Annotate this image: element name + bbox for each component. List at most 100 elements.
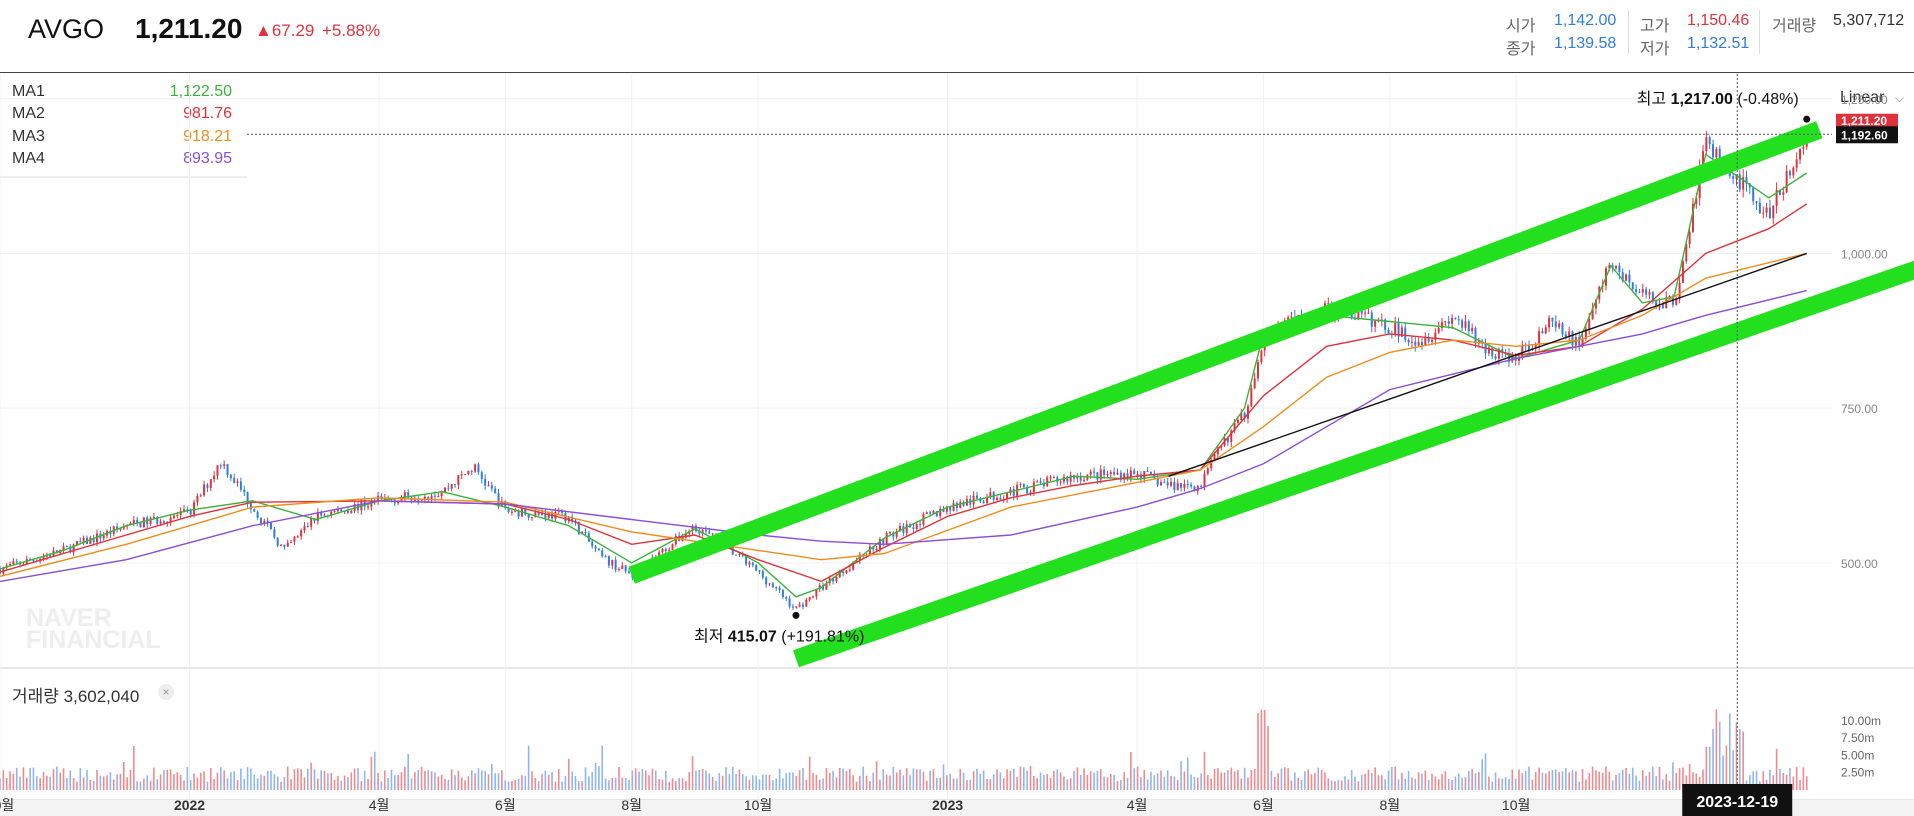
volume-bar bbox=[1173, 776, 1176, 790]
volume-bar bbox=[1805, 776, 1808, 790]
candle-body bbox=[1762, 212, 1765, 214]
candle-body bbox=[1093, 471, 1096, 473]
last-price: 1,211.20 bbox=[135, 13, 243, 44]
volume-bar bbox=[89, 780, 92, 790]
volume-bar bbox=[72, 778, 75, 790]
candle-body bbox=[788, 598, 791, 607]
volume-bar bbox=[179, 775, 182, 790]
candle-body bbox=[477, 464, 480, 473]
candle-body bbox=[1387, 329, 1390, 334]
volume-bar bbox=[808, 756, 811, 790]
candle-body bbox=[65, 546, 68, 548]
moving-average-lines bbox=[0, 153, 1808, 598]
volume-bar bbox=[721, 775, 724, 790]
volume-bar bbox=[889, 775, 891, 790]
ma4-label: MA4 bbox=[12, 150, 45, 167]
volume-bar bbox=[1089, 771, 1092, 790]
candle-body bbox=[1233, 422, 1236, 431]
candle-body bbox=[1036, 481, 1039, 483]
volume-bar bbox=[280, 781, 282, 790]
volume-bar bbox=[1742, 731, 1744, 790]
volume-bar bbox=[705, 770, 707, 790]
volume-bar bbox=[1421, 773, 1423, 790]
volume-bar bbox=[464, 780, 466, 790]
candle-body bbox=[1594, 299, 1597, 309]
volume-bar bbox=[634, 768, 637, 790]
candle-body bbox=[346, 510, 349, 513]
volume-bar bbox=[1662, 779, 1664, 790]
volume-bar bbox=[52, 769, 55, 790]
volume-tick-label: 10.00m bbox=[1841, 714, 1881, 728]
volume-bar bbox=[46, 775, 48, 790]
volume-bar bbox=[1702, 769, 1704, 790]
volume-bar bbox=[1655, 776, 1657, 790]
candle-body bbox=[1691, 203, 1694, 232]
scale-mode-dropdown[interactable]: Linear ⌵ bbox=[1840, 89, 1904, 107]
candle-body bbox=[1772, 205, 1775, 219]
candle-body bbox=[236, 481, 239, 484]
volume-bar bbox=[524, 775, 527, 790]
volume-bar bbox=[665, 771, 667, 790]
volume-bar bbox=[718, 773, 721, 790]
candle-body bbox=[1089, 471, 1092, 475]
volume-bar bbox=[327, 773, 329, 790]
volume-bar bbox=[256, 778, 259, 790]
candle-body bbox=[1768, 207, 1771, 219]
candle-body bbox=[213, 475, 216, 480]
volume-bar bbox=[1213, 768, 1216, 790]
volume-bar bbox=[1471, 768, 1473, 790]
volume-bar bbox=[1591, 766, 1594, 790]
candle-body bbox=[1153, 473, 1156, 479]
candle-body bbox=[1367, 312, 1370, 314]
candle-body bbox=[1049, 477, 1052, 479]
volume-bar bbox=[414, 772, 416, 790]
candle-body bbox=[1427, 337, 1430, 342]
candle-body bbox=[290, 541, 293, 543]
price-change: ▲67.29 bbox=[255, 21, 315, 40]
volume-bar bbox=[363, 770, 366, 790]
volume-bar bbox=[1575, 771, 1577, 790]
candle-body bbox=[1397, 323, 1400, 337]
candle-body bbox=[932, 510, 935, 514]
candle-body bbox=[203, 484, 206, 496]
volume-bar bbox=[698, 769, 701, 790]
volume-bar bbox=[511, 780, 513, 790]
candle-body bbox=[818, 585, 821, 590]
high-marker bbox=[1803, 115, 1811, 123]
volume-bar bbox=[996, 769, 998, 790]
volume-bar bbox=[1534, 772, 1537, 790]
close-icon[interactable]: × bbox=[158, 684, 174, 700]
candle-body bbox=[1745, 177, 1748, 184]
candle-body bbox=[919, 523, 922, 525]
volume-bar bbox=[1243, 767, 1246, 790]
candle-body bbox=[1558, 323, 1561, 328]
volume-bar bbox=[969, 779, 972, 790]
volume-bar bbox=[919, 769, 921, 790]
candle-body bbox=[842, 571, 845, 574]
volume-bar bbox=[567, 758, 570, 790]
volume-bar bbox=[1140, 777, 1142, 790]
volume-bar bbox=[1782, 773, 1785, 790]
candle-body bbox=[92, 537, 95, 543]
date-tick-label: 10월 bbox=[744, 797, 772, 813]
candle-body bbox=[1454, 317, 1457, 320]
volume-bar bbox=[303, 777, 306, 790]
volume-bar bbox=[159, 774, 162, 790]
volume-bar bbox=[1166, 770, 1169, 790]
volume-bar bbox=[9, 771, 11, 790]
volume-bar bbox=[1401, 772, 1403, 790]
volume-tick-label: 7.50m bbox=[1841, 731, 1874, 745]
volume-bar bbox=[427, 770, 430, 790]
volume-bar bbox=[591, 771, 594, 790]
volume-bar bbox=[1143, 769, 1146, 790]
candle-body bbox=[674, 535, 677, 545]
candle-body bbox=[825, 583, 828, 590]
volume-bar bbox=[1250, 770, 1253, 790]
candle-body bbox=[280, 544, 283, 546]
candle-body bbox=[1789, 171, 1792, 176]
volume-bar bbox=[1735, 722, 1738, 790]
volume-bar bbox=[337, 775, 339, 790]
candle-body bbox=[1123, 473, 1126, 480]
candle-body bbox=[1752, 187, 1755, 202]
